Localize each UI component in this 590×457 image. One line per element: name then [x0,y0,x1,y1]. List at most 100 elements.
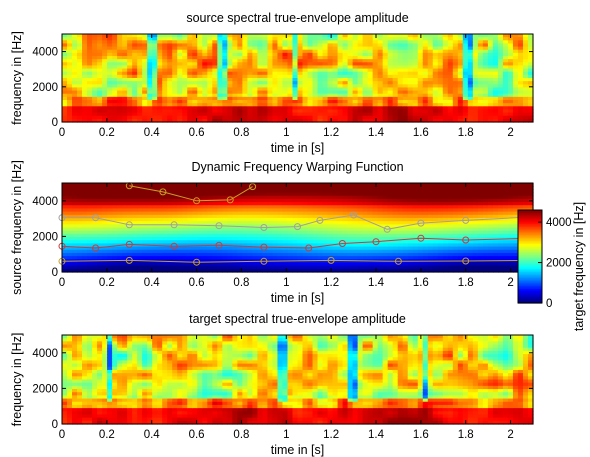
x-tick-label: 2 [507,429,513,441]
x-tick: 0.6 [189,183,205,289]
x-tick: 1.8 [458,335,474,441]
y-tick: 2000 [32,82,533,94]
y-axis-label: source frequency in [Hz] [10,160,24,295]
x-tick: 0 [59,34,65,139]
x-tick-label: 1.4 [368,277,385,289]
warping-curve-4 [129,185,253,202]
y-tick: 0 [52,419,533,431]
x-tick-label: 1.6 [413,429,429,441]
x-tick-label: 0.8 [233,277,249,289]
y-tick-label: 2000 [32,383,58,395]
x-tick-label: 0.2 [99,277,115,289]
y-tick: 0 [52,117,533,129]
y-tick-label: 0 [52,419,58,431]
x-tick: 1 [283,183,289,289]
x-tick-label: 1.2 [323,127,339,139]
x-tick: 1.8 [458,34,474,139]
x-tick-label: 0.8 [233,429,249,441]
heatmap-image [62,34,534,123]
warping-point-4-5 [249,183,257,191]
x-tick: 1.4 [368,34,385,139]
warping-point-3-5 [215,222,223,230]
warping-curve-1 [61,259,534,263]
warping-point-3-8 [316,216,324,224]
warping-point-3-10 [383,225,391,233]
x-tick: 2 [507,335,514,441]
x-tick-label: 2 [507,127,513,139]
warping-curve-3 [62,214,534,230]
x-tick-label: 1 [283,127,289,139]
x-tick-label: 1.4 [368,127,385,139]
warping-point-4-3 [193,197,201,205]
x-tick: 0.2 [99,335,115,441]
warping-point-3-7 [294,223,301,231]
x-tick-label: 1.4 [368,429,385,441]
x-tick: 0.4 [144,335,161,441]
y-tick: 4000 [32,348,533,360]
x-tick: 1.2 [323,183,339,289]
x-tick-label: 0.6 [189,277,205,289]
warping-point-1-6 [394,257,402,265]
x-tick: 1.4 [368,335,385,441]
y-axis-label: frequency in [Hz] [10,333,24,427]
x-tick-label: 1 [283,277,289,289]
y-tick-label: 4000 [32,196,58,208]
x-tick-label: 0.2 [99,127,115,139]
colorbar-frame [517,209,543,304]
warping-curve-2 [61,237,534,249]
colorbar-label: target frequency in [Hz] [572,202,586,331]
y-tick-label: 0 [52,117,58,129]
x-tick-label: 1.8 [458,429,474,441]
x-tick: 1.6 [413,183,429,289]
x-tick-label: 1.6 [413,277,429,289]
x-tick-label: 2 [507,277,513,289]
y-tick: 4000 [32,196,533,208]
colorbar-tick-label: 0 [546,298,552,310]
warping-point-2-5 [215,241,223,249]
x-tick: 2 [507,34,514,139]
panel-1: 0 0.2 0.4 0.6 0.8 1 1.2 1.4 1.6 1.8 2 0 2000 4000 sour… [10,11,534,155]
colorbar-tick-label: 2000 [546,258,572,270]
x-tick: 1.6 [413,34,429,139]
warping-point-2-8 [338,240,346,247]
warping-point-2-3 [125,240,133,248]
y-tick: 4000 [32,47,533,59]
x-tick: 2 [507,183,514,289]
warping-point-2-4 [170,242,178,250]
x-tick-label: 0.4 [144,277,161,289]
x-tick: 0.4 [144,183,161,289]
warping-point-3-4 [170,221,178,229]
x-tick-label: 0.6 [189,429,205,441]
warping-point-2-2 [92,244,100,252]
warping-point-2-10 [417,234,425,242]
x-tick: 0.2 [99,34,115,139]
warping-point-1-3 [193,258,201,266]
colorbar-tick: 0 [538,298,552,310]
x-tick: 0.6 [189,34,205,139]
warping-point-1-4 [260,257,268,265]
warping-point-1-2 [125,256,133,264]
x-tick-label: 0.4 [144,429,161,441]
x-tick: 0.4 [144,34,160,139]
x-tick: 1.2 [323,34,339,139]
x-tick: 0.2 [99,183,115,289]
panel-3: 0 0.2 0.4 0.6 0.8 1 1.2 1.4 1.6 1.8 2 0 2000 4000 targ… [10,312,534,457]
x-tick-label: 0 [59,127,65,139]
chart-title: source spectral true-envelope amplitude [186,11,408,25]
x-tick: 0.6 [189,335,205,441]
x-tick-label: 0.6 [189,127,205,139]
x-tick: 0 [59,335,65,441]
x-tick-label: 0 [59,429,65,441]
colorbar: 0 2000 4000 target frequency in [Hz] [517,202,586,331]
plot-frame [61,33,534,123]
warping-point-3-12 [462,216,470,224]
warping-point-2-6 [260,243,268,251]
x-tick-label: 0.2 [99,429,115,441]
x-tick-label: 0.8 [233,127,249,139]
warping-point-2-7 [305,244,313,252]
heatmap-image [62,335,534,425]
warping-point-3-11 [417,219,425,227]
x-tick: 1.4 [368,183,385,289]
x-axis-label: time in [s] [271,141,325,155]
